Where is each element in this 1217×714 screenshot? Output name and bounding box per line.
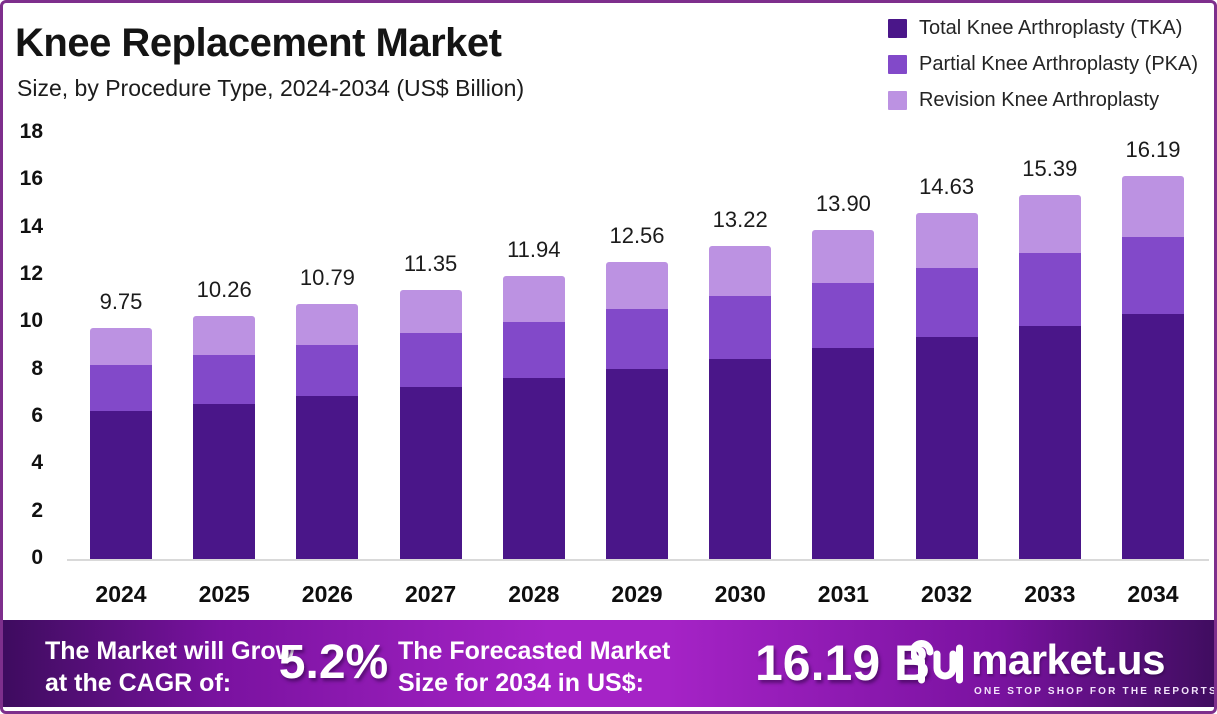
bar-total-label: 15.39 [1022,155,1078,181]
bar-total-label: 10.79 [299,264,355,290]
y-axis-tick: 6 [31,404,43,427]
bar-segment [1018,325,1081,559]
legend-item: Revision Knee Arthroplasty [887,89,1198,112]
bar-segment [1018,194,1081,253]
bar-segment [90,328,152,366]
y-axis-tick: 10 [19,309,43,333]
forecast-caption-line1: The Forecasted Market [398,637,671,665]
x-axis-label: 2034 [1127,581,1179,607]
y-axis-tick: 14 [19,214,43,238]
bar-segment [296,344,359,396]
legend-swatch-icon [887,55,907,74]
bar-segment [606,261,668,310]
bar-segment [1122,313,1184,559]
legend-item: Total Knee Arthroplasty (TKA) [887,17,1198,40]
legend-label: Revision Knee Arthroplasty [918,89,1160,111]
x-axis-label: 2029 [611,581,663,607]
bar-segment [915,212,978,269]
x-axis-label: 2030 [714,581,766,607]
cagr-caption-line1: The Market will Grow [45,637,296,665]
cagr-caption-line2: at the CAGR of: [45,669,232,697]
bar-segment [502,378,565,559]
y-axis-tick: 8 [31,356,43,380]
footer-banner: The Market will Grow at the CAGR of: 5.2… [3,620,1214,707]
bar-segment [1018,252,1081,326]
bar-segment [709,358,772,559]
x-axis-label: 2026 [301,581,353,607]
y-axis-tick: 16 [19,167,43,191]
legend-swatch-icon [887,91,907,110]
bar-segment [296,303,359,345]
bar-segment [193,403,256,559]
bar-segment [296,395,359,559]
y-axis-tick: 18 [19,120,43,143]
legend-label: Total Knee Arthroplasty (TKA) [918,17,1183,39]
x-axis-label: 2032 [921,581,973,607]
bar-segment [90,365,152,412]
bar-total-label: 9.75 [99,289,143,315]
bar-total-label: 11.94 [507,237,561,263]
bar-segment [502,321,565,379]
bar-total-label: 14.63 [919,173,975,199]
cagr-value: 5.2% [278,636,389,689]
cagr-caption: The Market will Grow at the CAGR of: [45,635,295,699]
bar-total-label: 10.26 [196,277,252,303]
bar-total-label: 13.22 [712,207,768,233]
legend-item: Partial Knee Arthroplasty (PKA) [887,53,1198,76]
legend-label: Partial Knee Arthroplasty (PKA) [918,53,1198,75]
y-axis-tick: 2 [31,498,43,522]
bar-segment [399,387,462,559]
bar-segment [606,368,668,559]
x-axis-label: 2028 [508,581,560,607]
x-axis-label: 2025 [198,581,250,607]
y-axis-tick: 0 [31,546,43,569]
market-us-logo-icon [911,640,963,684]
x-axis-line [67,559,1209,561]
bar-total-label: 13.90 [815,191,871,217]
x-axis-label: 2033 [1024,581,1076,607]
legend-swatch-icon [887,19,907,38]
bar-segment [709,296,772,359]
bar-segment [1122,237,1184,314]
bar-segment [502,276,565,322]
bar-segment [915,337,978,559]
x-axis-label: 2031 [817,581,869,607]
bar-segment [399,333,462,388]
bar-segment [606,309,668,369]
bar-segment [399,290,462,334]
forecast-caption-line2: Size for 2034 in US$: [398,669,644,697]
x-axis-label: 2027 [405,581,457,607]
bar-segment [709,246,772,297]
chart-legend: Total Knee Arthroplasty (TKA) Partial Kne… [887,17,1198,112]
bar-total-label: 12.56 [609,222,665,248]
bar-segment [812,348,875,559]
bar-segment [812,282,875,349]
page-subtitle: Size, by Procedure Type, 2024-2034 (US$ … [17,75,525,101]
brand-tagline: ONE STOP SHOP FOR THE REPORTS [974,686,1217,697]
bar-segment [1122,175,1184,238]
y-axis-tick: 12 [19,262,43,285]
bar-segment [812,230,875,283]
x-axis-label: 2024 [95,581,147,607]
bar-segment [915,268,978,338]
bar-segment [193,316,256,355]
page-title: Knee Replacement Market [15,21,502,65]
forecast-value: 16.19 B [755,635,931,691]
y-axis-tick: 4 [31,451,43,475]
chart-plot-area: 0 2 4 6 8 10 12 14 16 18 9.75 2024 10.26 2025 10.79 202… [3,3,1214,711]
bar-segment [90,411,152,559]
bar-total-label: 11.35 [403,251,458,277]
brand-name: market.us [971,636,1165,683]
bar-total-label: 16.19 [1125,136,1181,162]
forecast-caption: The Forecasted Market Size for 2034 in U… [398,635,670,699]
bar-segment [193,354,256,404]
